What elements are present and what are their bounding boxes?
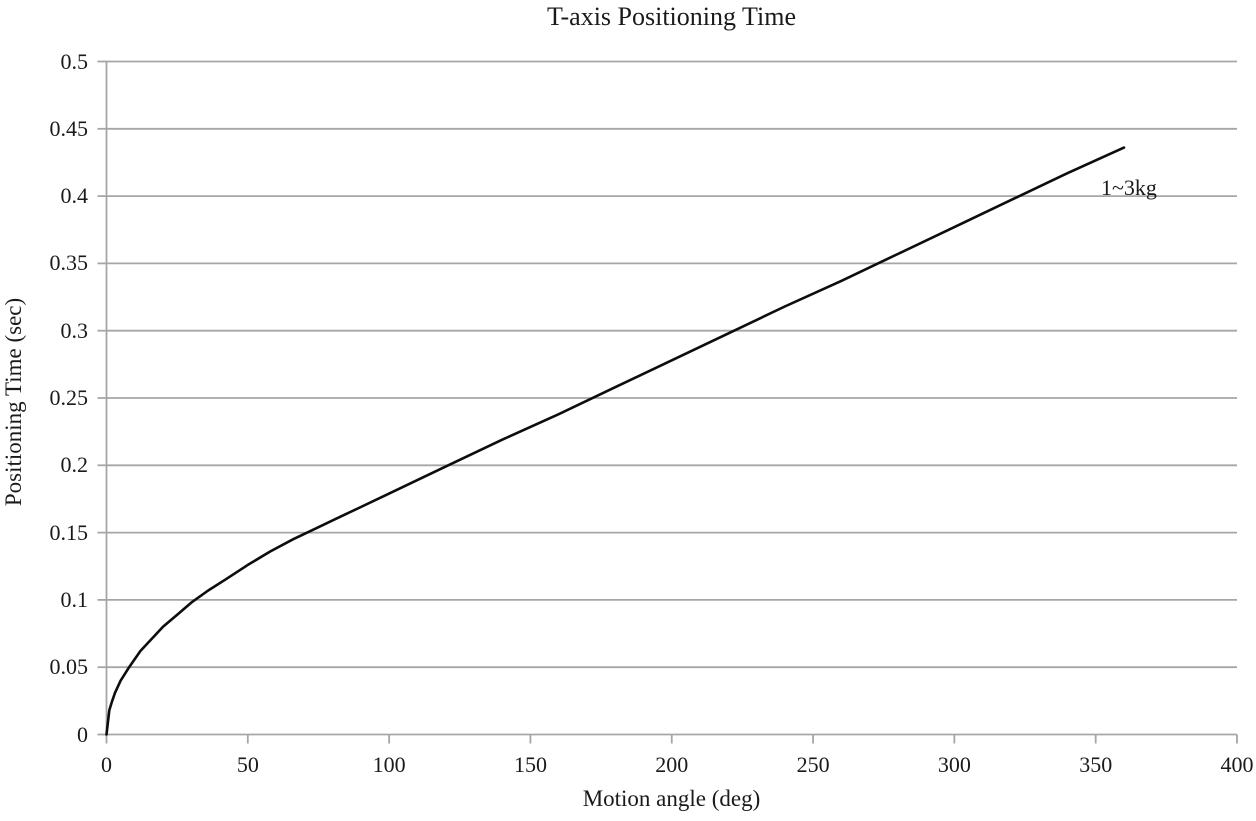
curve-line xyxy=(105,146,1126,736)
y-tick-label: 0.45 xyxy=(49,115,89,141)
y-tick-label: 0.15 xyxy=(49,519,89,545)
y-tick-label: 0.3 xyxy=(60,317,89,343)
x-axis-title: Motion angle (deg) xyxy=(582,786,761,811)
x-tick-label: 350 xyxy=(1079,752,1113,777)
x-tick-label: 400 xyxy=(1220,752,1254,777)
x-tick-label: 150 xyxy=(513,752,547,777)
chart-title: T-axis Positioning Time xyxy=(547,2,796,31)
y-tick-label: 0.2 xyxy=(60,452,89,478)
y-tick-label: 0.25 xyxy=(49,385,89,410)
x-tick-label: 300 xyxy=(937,752,971,777)
y-tick-label: 0.5 xyxy=(60,48,89,74)
x-tick-label: 100 xyxy=(372,752,406,777)
x-tick-label: 0 xyxy=(101,752,112,777)
y-tick-label: 0 xyxy=(77,721,88,747)
y-tick-label: 0.4 xyxy=(60,183,89,209)
y-tick-label: 0.1 xyxy=(60,586,89,612)
x-tick-label: 250 xyxy=(796,752,830,777)
y-tick-label: 0.35 xyxy=(49,250,89,276)
y-tick-label: 0.05 xyxy=(49,654,89,680)
x-tick-label: 200 xyxy=(655,752,689,777)
x-tick-label: 50 xyxy=(236,752,259,777)
series-label: 1~3kg xyxy=(1101,175,1157,200)
